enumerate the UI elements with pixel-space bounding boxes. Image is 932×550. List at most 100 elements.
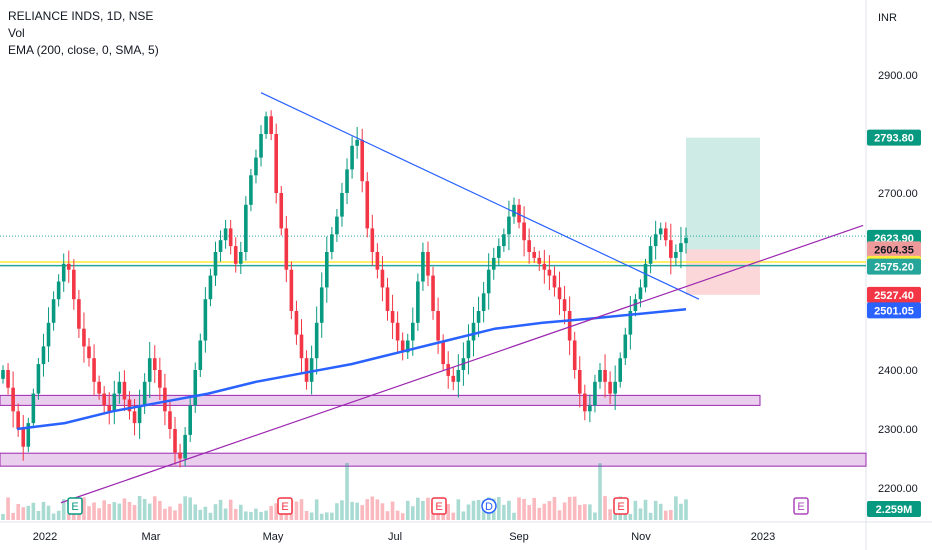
volume-bar [132,504,137,520]
volume-bar [577,504,582,520]
candle-body [557,287,562,300]
candle-body [476,311,481,323]
candle-body [577,370,582,394]
candle-body [51,299,56,323]
candle-body [446,364,451,376]
volume-bar [335,503,339,520]
volume-bar [658,503,663,520]
candle-body [117,381,122,394]
ema-indicator-label: EMA (200, close, 0, SMA, 5) [8,43,159,57]
price-label: 2793.80 [874,133,914,145]
candle-body [385,287,390,311]
candle-body [618,358,623,382]
y-tick-label: 2900.00 [878,70,918,82]
volume-bar [208,512,213,520]
volume-bar [542,503,547,520]
volume-bar [400,513,405,520]
candle-body [102,393,106,406]
volume-bar [127,501,132,520]
candle-body [127,399,132,412]
volume-bar [421,500,425,520]
candle-body [643,263,648,288]
candle-body [26,423,31,447]
volume-bar [522,498,526,520]
candle-body [658,228,663,235]
candle-body [168,411,172,429]
candle-body [375,252,380,270]
candle-body [517,204,521,223]
candle-body [158,370,162,388]
volume-bar [390,501,395,520]
volume-bar [476,499,481,520]
candle-body [1,370,5,379]
volume-bar [517,497,521,520]
candle-body [674,252,678,258]
volume-label-bg [867,501,921,517]
volume-bar [279,511,284,520]
candle-body [507,216,511,235]
volume-bar [684,499,688,520]
candle-body [147,358,152,382]
ema-line [16,307,687,431]
event-mark: E [67,497,83,515]
volume-bar [193,504,198,520]
candle-body [319,287,324,323]
volume-bar [269,505,273,520]
symbol-title: RELIANCE INDS, 1D, NSE [8,9,154,23]
candle-body [360,139,365,182]
candle-body [502,234,506,247]
volume-bar [178,503,182,520]
candle-body [249,175,253,205]
volume-bar [669,509,673,520]
candle-body [633,299,638,311]
candle-body [588,405,592,412]
volume-bar [365,499,370,520]
event-mark: D [481,498,497,514]
candle-body [481,293,486,311]
volume-bar [117,503,122,520]
candle-body [598,370,602,382]
candle-body [572,340,577,370]
y-tick-label: 2700.00 [878,188,918,200]
candle-body [370,228,375,252]
candle-body [56,281,61,300]
candle-body [304,358,309,382]
volume-bar [158,500,162,520]
volume-bar [183,496,187,520]
candle-body [61,263,66,282]
volume-bar [552,496,557,520]
volume-bar [6,497,10,520]
candle-body [583,393,587,412]
volume-bar [223,508,228,520]
candle-body [112,393,117,412]
event-mark-label: E [281,501,288,513]
candle-body [264,116,268,134]
x-tick-label: May [263,531,284,543]
candle-body [547,269,552,276]
candle-body [284,228,289,270]
candle-body [628,311,633,335]
candle-body [6,370,10,388]
volume-bar [512,512,516,520]
candle-body [436,311,440,341]
candle-body [340,193,344,217]
candle-body [350,145,354,170]
volume-bar [319,513,324,520]
candle-body [97,381,101,394]
candle-body [72,269,76,300]
candle-body [77,299,81,329]
volume-bar [228,499,233,520]
candle-body [416,281,420,323]
candle-body [31,393,36,424]
candle-body [542,263,547,270]
volume-bar [345,462,349,520]
candle-body [173,429,177,453]
candle-body [203,299,208,341]
volume-bar [112,502,117,520]
volume-bar [21,507,26,520]
volume-bar [218,499,223,520]
candle-body [122,381,127,400]
candle-body [669,240,673,258]
